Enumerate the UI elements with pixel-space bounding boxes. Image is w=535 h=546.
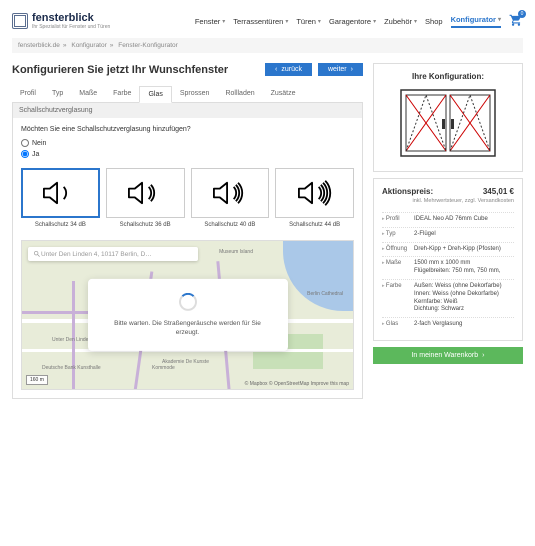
option-label: Schallschutz 44 dB (275, 222, 354, 228)
configuration-summary: Ihre Konfiguration: (373, 63, 523, 172)
brand-name: fensterblick (32, 12, 110, 24)
spec-value: 1500 mm x 1000 mmFlügelbreiten: 750 mm, … (414, 260, 514, 276)
speaker-icon (106, 168, 185, 218)
spec-key: Glas (382, 321, 414, 329)
crumb-fenster[interactable]: Fenster-Konfigurator (118, 42, 178, 49)
spec-key: Öffnung (382, 246, 414, 254)
spec-list: ProfilIDEAL Neo AD 76mm CubeTyp2-FlügelÖ… (382, 212, 514, 332)
speaker-icon (275, 168, 354, 218)
option-label: Schallschutz 36 dB (106, 222, 185, 228)
cart-button[interactable]: 0 (509, 13, 523, 29)
brand-tagline: Ihr Spezialist für Fenster und Türen (32, 24, 110, 30)
map[interactable]: Museum Island Unter Den Linden Dorotheen… (21, 240, 354, 390)
config-title: Ihre Konfiguration: (382, 72, 514, 81)
nav-shop[interactable]: Shop (425, 17, 443, 26)
price-label: Aktionspreis: (382, 187, 433, 196)
tab-profil[interactable]: Profil (12, 86, 44, 102)
crumb-home[interactable]: fensterblick.de (18, 42, 60, 49)
page-title: Konfigurieren Sie jetzt Ihr Wunschfenste… (12, 64, 228, 76)
spec-value: Außen: Weiss (ohne Dekorfarbe)Innen: Wei… (414, 283, 514, 314)
map-search[interactable] (28, 247, 198, 261)
speaker-icon (21, 168, 100, 218)
tab-glas[interactable]: Glas (139, 86, 171, 103)
map-attribution: © Mapbox © OpenStreetMap Improve this ma… (245, 381, 349, 387)
logo[interactable]: fensterblick Ihr Spezialist für Fenster … (12, 12, 110, 30)
soundproof-option-3[interactable]: Schallschutz 44 dB (275, 168, 354, 228)
nav-fenster[interactable]: Fenster▾ (195, 17, 225, 26)
add-to-cart-button[interactable]: In meinen Warenkorb› (373, 347, 523, 364)
spec-key: Maße (382, 260, 414, 276)
spec-row: Maße1500 mm x 1000 mmFlügelbreiten: 750 … (382, 256, 514, 279)
tab-farbe[interactable]: Farbe (105, 86, 139, 102)
radio-yes[interactable]: Ja (21, 150, 354, 158)
spec-value: Dreh-Kipp + Dreh-Kipp (Pfosten) (414, 246, 514, 254)
radio-no[interactable]: Nein (21, 139, 354, 147)
config-tabs: Profil Typ Maße Farbe Glas Sprossen Roll… (12, 86, 363, 103)
soundproof-options: Schallschutz 34 dB Schallschutz 36 dB Scha… (21, 168, 354, 228)
tab-sprossen[interactable]: Sprossen (172, 86, 218, 102)
nav-tueren[interactable]: Türen▾ (296, 17, 321, 26)
spec-key: Farbe (382, 283, 414, 314)
spec-value: IDEAL Neo AD 76mm Cube (414, 216, 514, 224)
spec-row: Typ2-Flügel (382, 227, 514, 242)
tab-zusaetze[interactable]: Zusätze (263, 86, 304, 102)
nav-zubehoer[interactable]: Zubehör▾ (384, 17, 417, 26)
option-label: Schallschutz 40 dB (191, 222, 270, 228)
crumb-konfigurator[interactable]: Konfigurator (71, 42, 106, 49)
back-button[interactable]: ‹zurück (265, 63, 312, 76)
main-nav: Fenster▾ Terrassentüren▾ Türen▾ Garagent… (195, 13, 523, 29)
map-loading-overlay: Bitte warten. Die Straßengeräusche werde… (88, 279, 288, 351)
map-scale: 160 m (26, 375, 48, 385)
nav-terrassentueren[interactable]: Terrassentüren▾ (233, 17, 288, 26)
spec-row: ProfilIDEAL Neo AD 76mm Cube (382, 212, 514, 227)
spec-key: Typ (382, 231, 414, 239)
cart-badge: 0 (518, 10, 526, 18)
spec-key: Profil (382, 216, 414, 224)
question-text: Möchten Sie eine Schallschutzverglasung … (21, 126, 354, 133)
loading-text: Bitte warten. Die Straßengeräusche werde… (110, 319, 266, 337)
tab-rollladen[interactable]: Rollladen (217, 86, 262, 102)
spec-row: ÖffnungDreh-Kipp + Dreh-Kipp (Pfosten) (382, 242, 514, 257)
tab-masse[interactable]: Maße (71, 86, 105, 102)
search-icon (33, 250, 41, 258)
price-note: inkl. Mehrwertsteuer, zzgl. Versandkoste… (382, 198, 514, 204)
section-title: Schallschutzverglasung (13, 103, 362, 118)
soundproof-option-2[interactable]: Schallschutz 40 dB (191, 168, 270, 228)
logo-icon (12, 13, 28, 29)
header: fensterblick Ihr Spezialist für Fenster … (12, 8, 523, 38)
spec-row: Glas2-fach Verglasung (382, 317, 514, 332)
spec-row: FarbeAußen: Weiss (ohne Dekorfarbe)Innen… (382, 279, 514, 317)
spinner-icon (179, 293, 197, 311)
nav-konfigurator[interactable]: Konfigurator▾ (451, 15, 501, 28)
soundproof-option-1[interactable]: Schallschutz 36 dB (106, 168, 185, 228)
option-label: Schallschutz 34 dB (21, 222, 100, 228)
tab-typ[interactable]: Typ (44, 86, 71, 102)
next-button[interactable]: weiter› (318, 63, 363, 76)
price-value: 345,01 € (483, 187, 514, 196)
breadcrumb: fensterblick.de» Konfigurator» Fenster-K… (12, 38, 523, 53)
speaker-icon (191, 168, 270, 218)
spec-value: 2-fach Verglasung (414, 321, 514, 329)
spec-value: 2-Flügel (414, 231, 514, 239)
soundproof-option-0[interactable]: Schallschutz 34 dB (21, 168, 100, 228)
window-preview (400, 89, 496, 157)
nav-garagentore[interactable]: Garagentore▾ (329, 17, 376, 26)
map-search-input[interactable] (41, 251, 193, 258)
